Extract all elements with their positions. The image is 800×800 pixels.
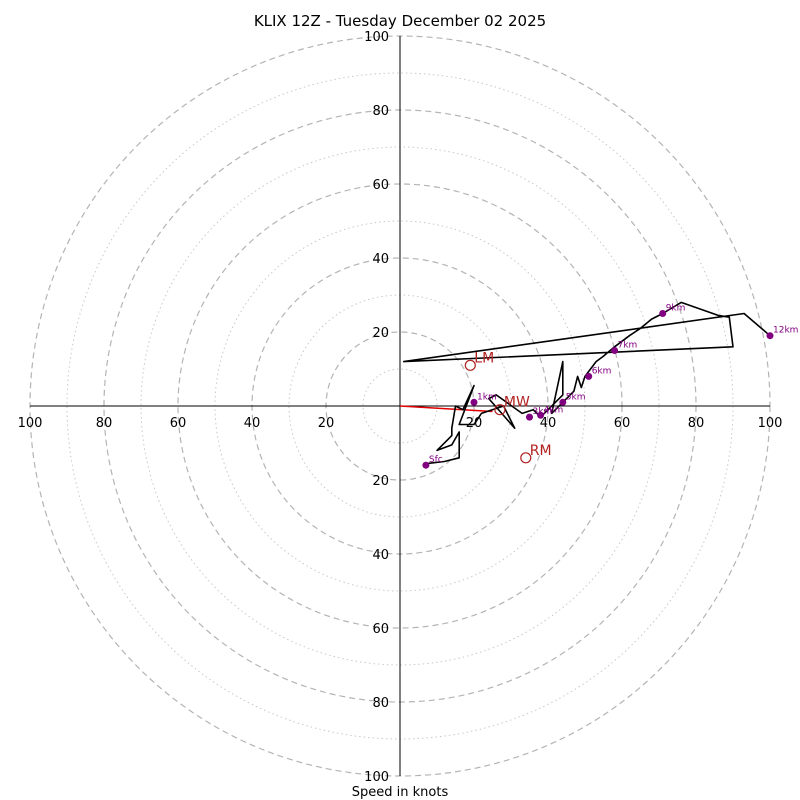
height-marker-label: 6km — [592, 366, 612, 376]
height-marker-label: 9km — [666, 304, 686, 314]
height-marker-label: Sfc — [429, 455, 443, 465]
y-tick-label: 20 — [372, 474, 389, 489]
wind-trace-line — [402, 301, 771, 466]
height-marker-point — [470, 398, 478, 406]
motion-marker-label: MW — [504, 395, 530, 411]
chart-title: KLIX 12Z - Tuesday December 02 2025 — [254, 12, 546, 30]
y-tick-label: 80 — [372, 104, 389, 119]
storm-motion-markers: LM RM MW — [464, 350, 552, 464]
height-marker-point — [585, 372, 593, 380]
x-tick-label: 60 — [614, 416, 631, 431]
height-marker-point — [537, 411, 545, 419]
motion-marker-point — [494, 404, 506, 416]
height-marker-label: 5km — [566, 392, 586, 402]
x-tick-label: 60 — [170, 416, 187, 431]
motion-marker-label: LM — [474, 350, 494, 366]
y-tick-label: 60 — [372, 622, 389, 637]
height-marker-point — [422, 461, 430, 469]
x-tick-label: 100 — [18, 416, 43, 431]
height-marker-label: 1km — [477, 392, 497, 402]
x-tick-label: 80 — [688, 416, 705, 431]
height-marker-label: 12km — [773, 326, 798, 336]
x-axis-label: Speed in knots — [352, 785, 449, 800]
y-tick-label: 60 — [372, 178, 389, 193]
x-tick-label: 40 — [244, 416, 261, 431]
height-marker-point — [766, 332, 774, 340]
y-tick-label: 100 — [364, 30, 389, 45]
y-tick-label: 40 — [372, 252, 389, 267]
x-tick-label: 100 — [758, 416, 783, 431]
hodograph-trace — [399, 301, 771, 466]
y-tick-label: 80 — [372, 696, 389, 711]
height-marker-point — [526, 413, 533, 421]
shear-vector — [399, 405, 493, 413]
tick-labels: 100 80 60 40 20 20 40 60 80 100100806040202040608… — [18, 30, 783, 785]
y-tick-label: 100 — [364, 770, 389, 785]
height-marker-label: 3km — [533, 407, 553, 417]
motion-marker-label: RM — [530, 443, 552, 459]
height-marker-point — [559, 398, 567, 406]
height-marker-label: 4km — [544, 405, 564, 415]
height-marker-point — [611, 347, 619, 354]
height-marker-label: 7km — [618, 341, 638, 351]
motion-marker-point — [464, 359, 476, 371]
height-marker-point — [659, 310, 667, 317]
y-tick-label: 40 — [372, 548, 389, 563]
x-tick-label: 80 — [96, 416, 113, 431]
x-tick-label: 20 — [318, 416, 335, 431]
y-tick-label: 20 — [372, 326, 389, 341]
x-tick-label: 40 — [540, 416, 557, 431]
motion-marker-point — [520, 452, 532, 464]
